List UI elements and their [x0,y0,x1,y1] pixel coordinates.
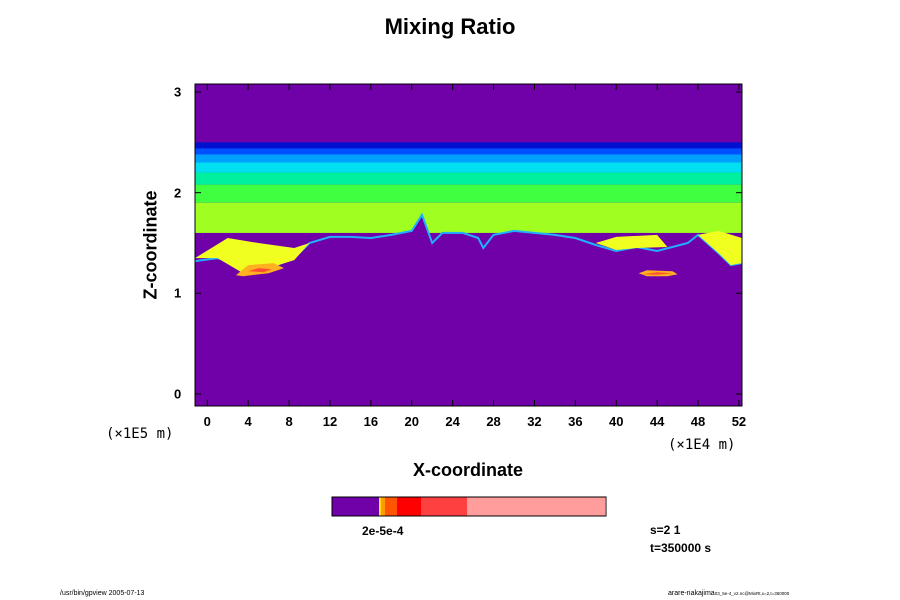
x-tick-label-13: 52 [731,414,747,429]
x-tick-label-0: 0 [203,414,211,429]
colorbar-segment-0 [332,497,379,516]
y-tick-label-2: 2 [174,185,182,201]
y-tick-label-1: 1 [174,285,182,301]
region-band-light-blue [195,154,742,163]
plot-frame [194,83,743,407]
x-tick-label-12: 48 [690,414,706,429]
y-axis-label: Z-coordinate [140,190,161,300]
colorbar-frame [331,496,607,517]
x-tick-label-1: 4 [244,414,252,429]
x-tick-label-3: 12 [322,414,338,429]
region-band-green [195,184,742,203]
yellow-patch-0 [195,238,310,274]
colorbar-segment-6 [467,497,605,516]
x-tick-label-9: 36 [568,414,583,429]
y-scale-label: (×1E5 m) [106,426,174,442]
t-label: t=350000 s [650,541,712,555]
red-patch-1 [642,272,672,275]
footer-right: arare-nakajima03_5e-4_v2.nc@MixRt,x=2,t=… [668,590,789,597]
colorbar [331,496,607,517]
colorbar-segment-5 [421,497,467,516]
colorbar-segment-4 [397,497,421,516]
y-tick-label-0: 0 [174,386,182,402]
tick-marks [195,84,742,406]
x-scale-label: (×1E4 m) [668,437,736,453]
footer-right-small: 03_5e-4_v2.nc@MixRt,x=2,t=350000 [714,591,790,596]
y-tick-label-3: 3 [174,84,182,100]
region-band-blue [195,148,742,155]
x-tick-label-11: 44 [649,414,665,429]
s-label: s=2 1 [650,523,681,537]
red-patch-0 [248,268,272,273]
region-band-lime [195,202,742,233]
footer-left: /usr/bin/gpview 2005-07-13 [60,590,145,597]
yellow-patch-2 [698,230,742,266]
x-tick-label-8: 32 [527,414,542,429]
footer-right-main: arare-nakajima [668,590,715,597]
lower-dry-region [195,214,742,406]
chart-title: Mixing Ratio [384,14,516,39]
plot-area [195,84,742,406]
x-axis-label: X-coordinate [412,460,523,480]
x-tick-label-4: 16 [363,414,379,429]
x-tick-label-5: 20 [404,414,419,429]
x-tick-label-7: 28 [486,414,501,429]
x-tick-label-10: 40 [609,414,624,429]
colorbar-segment-2 [381,497,385,516]
region-band-dark-blue [195,142,742,149]
region-band-cyan [195,162,742,173]
x-tick-label-2: 8 [285,414,293,429]
colorbar-segment-1 [379,497,381,516]
yellow-patch-1 [595,234,668,250]
region-band-aqua [195,172,742,185]
colorbar-label: 2e-5e-4 [362,524,404,538]
x-tick-label-6: 24 [445,414,460,429]
region-upper [195,84,742,143]
colorbar-segment-3 [385,497,397,516]
